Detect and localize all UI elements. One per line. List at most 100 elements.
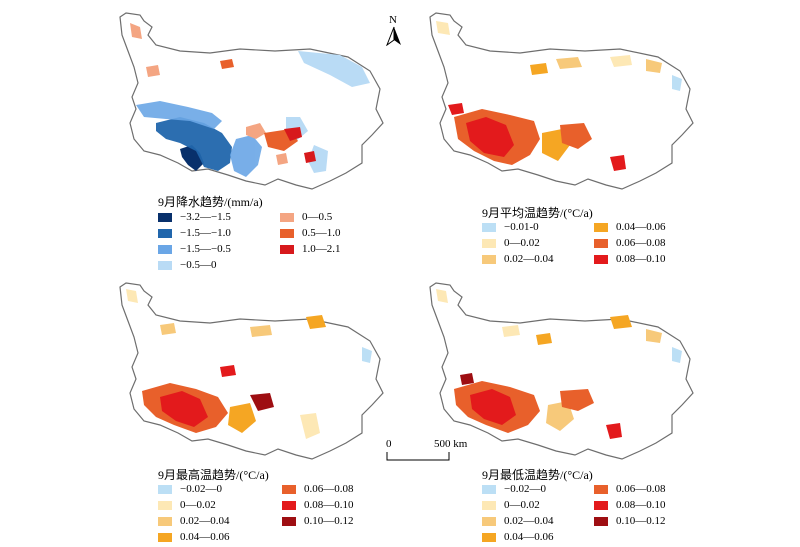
legend-swatch — [282, 500, 296, 510]
precipitation-legend: −3.2—−1.5 −1.5—−1.0 −1.5—−0.5 −0.5—0 0—0… — [158, 211, 398, 275]
legend-item: 0—0.02 — [158, 499, 216, 511]
legend-swatch — [594, 254, 608, 264]
legend-swatch — [158, 212, 172, 222]
map-panel-mean-temperature: 9月平均温趋势/(°C/a) −0.01-0 0—0.02 0.02—0.04 … — [410, 5, 710, 275]
legend-label: 1.0—2.1 — [302, 243, 341, 255]
map-panel-min-temperature: 9月最低温趋势/(°C/a) −0.02—0 0—0.02 0.02—0.04 … — [410, 275, 710, 545]
legend-swatch — [158, 500, 172, 510]
legend-item: 0—0.02 — [482, 499, 540, 511]
legend-item: 0.04—0.06 — [158, 531, 230, 543]
legend-label: −0.02—0 — [504, 483, 546, 495]
legend-label: 0—0.5 — [302, 211, 333, 223]
scale-end-label: 500 km — [434, 438, 468, 450]
legend-swatch — [482, 500, 496, 510]
legend-swatch — [282, 516, 296, 526]
legend-swatch — [158, 228, 172, 238]
legend-item: 0.08—0.10 — [594, 499, 666, 511]
precipitation-moderate-decrease-area — [156, 117, 232, 171]
legend-swatch — [482, 238, 496, 248]
map-panel-precipitation: 9月降水趋势/(mm/a) −3.2—−1.5 −1.5—−1.0 −1.5—−… — [100, 5, 400, 275]
plateau-outline — [119, 282, 384, 460]
min-temperature-legend: −0.02—0 0—0.02 0.02—0.04 0.04—0.06 0.06—… — [482, 483, 702, 547]
scale-start-label: 0 — [386, 438, 392, 450]
precipitation-strong-increase-area — [284, 127, 316, 163]
legend-item: −1.5—−1.0 — [158, 227, 231, 239]
legend-item: 0.06—0.08 — [594, 237, 666, 249]
legend-item: 0.02—0.04 — [158, 515, 230, 527]
legend-label: 0.02—0.04 — [180, 515, 230, 527]
precipitation-small-decrease-area — [286, 51, 370, 173]
min-temperature-mild-warming-area — [546, 329, 662, 431]
legend-swatch — [594, 500, 608, 510]
precipitation-slight-decrease-area — [136, 101, 262, 177]
legend-swatch — [282, 484, 296, 494]
min-temperature-moderate-warming-area — [536, 315, 632, 345]
north-arrow-icon — [386, 26, 401, 46]
legend-item: 0.10—0.12 — [282, 515, 354, 527]
legend-label: 0—0.02 — [180, 499, 216, 511]
min-temperature-stronger-warming-area — [470, 389, 622, 439]
legend-label: 0.04—0.06 — [616, 221, 666, 233]
legend-item: −1.5—−0.5 — [158, 243, 231, 255]
north-arrow: N — [384, 14, 404, 46]
legend-swatch — [280, 228, 294, 238]
plateau-outline — [429, 12, 694, 190]
legend-label: −0.5—0 — [180, 259, 217, 271]
legend-swatch — [280, 244, 294, 254]
legend-item: 0.06—0.08 — [282, 483, 354, 495]
legend-title: 9月最高温趋势/(°C/a) — [158, 468, 269, 482]
legend-label: 0.04—0.06 — [180, 531, 230, 543]
legend-label: 0.04—0.06 — [504, 531, 554, 543]
legend-item: 0.02—0.04 — [482, 253, 554, 265]
legend-swatch — [594, 516, 608, 526]
legend-swatch — [158, 260, 172, 270]
legend-item: −0.02—0 — [158, 483, 222, 495]
plateau-outline — [429, 282, 694, 460]
plateau-outline — [119, 12, 384, 190]
max-temperature-low-warming-area — [126, 289, 320, 439]
legend-swatch — [482, 254, 496, 264]
legend-swatch — [482, 516, 496, 526]
legend-label: −1.5—−1.0 — [180, 227, 231, 239]
min-temperature-cool-area — [672, 347, 682, 363]
legend-label: 0.10—0.12 — [304, 515, 354, 527]
legend-item: 0.04—0.06 — [482, 531, 554, 543]
legend-item: 0.02—0.04 — [482, 515, 554, 527]
legend-label: 0.02—0.04 — [504, 253, 554, 265]
legend-item: −0.5—0 — [158, 259, 216, 271]
legend-swatch — [158, 516, 172, 526]
legend-swatch — [594, 484, 608, 494]
legend-label: 0.5—1.0 — [302, 227, 341, 239]
legend-item: 0—0.5 — [280, 211, 332, 223]
legend-swatch — [280, 212, 294, 222]
mean-temperature-low-warming-area — [436, 21, 632, 67]
legend-label: 0.06—0.08 — [616, 483, 666, 495]
legend-label: −0.01-0 — [504, 221, 539, 233]
legend-label: 0.10—0.12 — [616, 515, 666, 527]
legend-label: 0—0.02 — [504, 237, 540, 249]
mean-temperature-trend-map — [429, 12, 694, 190]
legend-item: −3.2—−1.5 — [158, 211, 231, 223]
legend-label: −1.5—−0.5 — [180, 243, 231, 255]
legend-swatch — [158, 244, 172, 254]
max-temperature-mild-warming-area — [160, 323, 272, 337]
legend-item: −0.02—0 — [482, 483, 546, 495]
mean-temperature-legend: −0.01-0 0—0.02 0.02—0.04 0.04—0.06 0.06—… — [482, 221, 702, 269]
legend-title: 9月降水趋势/(mm/a) — [158, 195, 263, 209]
min-temperature-low-warming-area — [436, 289, 520, 337]
legend-item: 0.10—0.12 — [594, 515, 666, 527]
max-temperature-stronger-warming-area — [160, 365, 236, 427]
max-temperature-moderate-warming-area — [228, 315, 326, 433]
legend-item: 0.06—0.08 — [594, 483, 666, 495]
min-temperature-strongest-warming-area — [460, 373, 474, 385]
max-temperature-cool-area — [362, 347, 372, 363]
legend-item: 0.08—0.10 — [282, 499, 354, 511]
legend-swatch — [482, 222, 496, 232]
max-temperature-legend: −0.02—0 0—0.02 0.02—0.04 0.04—0.06 0.06—… — [158, 483, 388, 547]
max-temperature-strongest-warming-area — [250, 393, 274, 411]
mean-temperature-moderate-warming-area — [530, 63, 570, 161]
legend-swatch — [594, 222, 608, 232]
map-panel-max-temperature: 9月最高温趋势/(°C/a) −0.02—0 0—0.02 0.02—0.04 … — [100, 275, 400, 545]
precipitation-small-increase-area — [130, 23, 288, 165]
max-temperature-trend-map — [119, 282, 384, 460]
